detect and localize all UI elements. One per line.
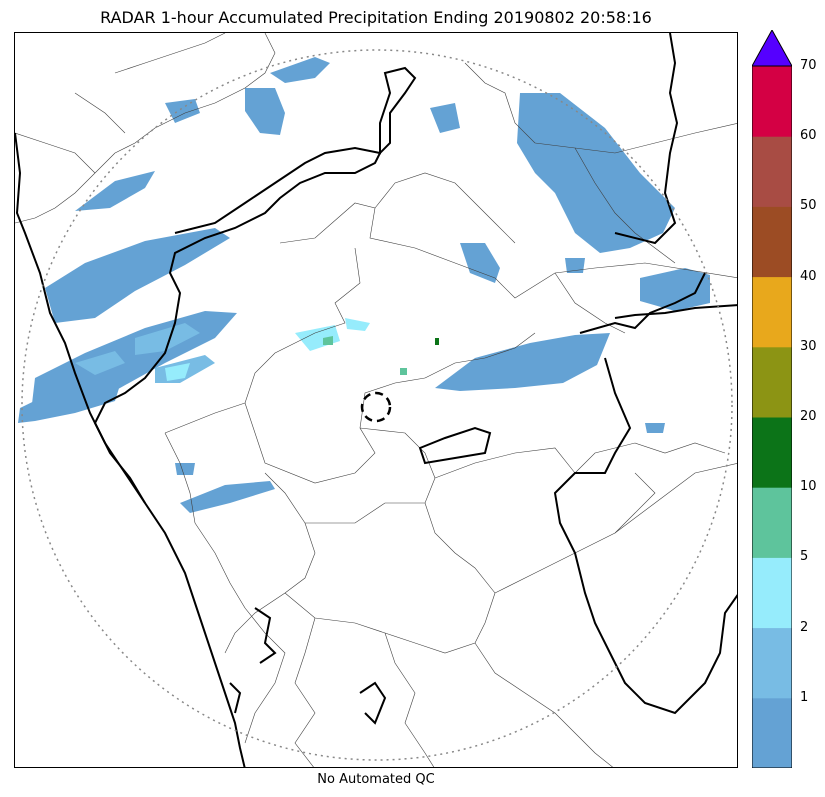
- precipitation-colorbar: [752, 30, 792, 768]
- echo-band-northwest: [75, 171, 155, 211]
- echo-patch-east-1: [460, 243, 500, 283]
- border-island-2: [359, 681, 387, 725]
- border-inner-loop: [418, 426, 492, 465]
- colorbar-extend-arrow: [752, 30, 792, 67]
- radar-map[interactable]: [14, 32, 738, 768]
- colorbar-bin-1: [752, 627, 792, 699]
- radar-site-marker[interactable]: [360, 391, 392, 423]
- radar-map-canvas: [15, 33, 737, 767]
- colorbar-tick-label: 50: [800, 198, 817, 214]
- echo-patch-east-2: [640, 268, 710, 311]
- border-island-1: [254, 607, 277, 664]
- colorbar-tick-label: 2: [800, 619, 809, 635]
- echo-band-east: [435, 333, 610, 391]
- echo-core-west-2: [75, 351, 125, 375]
- colorbar-tick-label: 1: [800, 689, 809, 705]
- border-east: [614, 304, 737, 319]
- echo-cell-2: [400, 368, 407, 375]
- echo-band-northeast: [517, 93, 675, 253]
- echo-patch-south: [175, 463, 195, 475]
- echo-patch-north-1: [270, 57, 330, 83]
- echo-band-west-3: [18, 379, 120, 423]
- colorbar-tick-label: 20: [800, 409, 817, 424]
- colorbar-bin-7: [752, 206, 792, 278]
- colorbar-tick-label: 40: [800, 268, 817, 284]
- echo-scattered-2: [345, 318, 370, 331]
- colorbar-bin-8: [752, 136, 792, 207]
- colorbar-bin-9: [752, 66, 792, 137]
- district-boundaries: [15, 33, 737, 767]
- echo-patch-east-4: [645, 423, 665, 433]
- echo-patch-north-3: [165, 99, 200, 123]
- colorbar-bin-5: [752, 346, 792, 418]
- border-karnataka: [93, 66, 417, 504]
- colorbar-bin-2: [752, 557, 792, 629]
- echo-cell-1: [323, 336, 333, 345]
- colorbar-tick-label: 10: [800, 479, 817, 495]
- colorbar-tick-label: 5: [800, 549, 809, 565]
- border-east-2: [579, 272, 706, 334]
- qc-note: No Automated QC: [317, 772, 435, 787]
- echo-band-west-1: [45, 228, 230, 323]
- coastline-west: [15, 132, 246, 767]
- echo-core-west-4: [165, 363, 190, 381]
- colorbar-bin-0: [752, 697, 792, 768]
- echo-scattered-1: [295, 325, 340, 351]
- border-island-3: [229, 682, 242, 714]
- colorbar-bin-3: [752, 487, 792, 558]
- echo-core-west-1: [135, 323, 200, 355]
- map-title: RADAR 1-hour Accumulated Precipitation E…: [100, 8, 652, 27]
- precipitation-echoes: [18, 57, 710, 513]
- colorbar-bin-6: [752, 276, 792, 348]
- echo-band-south: [180, 481, 275, 513]
- echo-patch-north-2: [245, 88, 285, 135]
- echo-patch-north-4: [430, 103, 460, 133]
- colorbar-bin-4: [752, 417, 792, 488]
- colorbar-tick-label: 60: [800, 128, 817, 144]
- colorbar-tick-label: 30: [800, 338, 817, 354]
- colorbar-bins: [752, 66, 792, 768]
- echo-patch-east-3: [565, 258, 585, 273]
- radar-range-ring: [21, 49, 733, 761]
- echo-cell-3: [435, 338, 439, 345]
- border-tamil-nadu: [553, 357, 737, 715]
- colorbar-tick-label: 70: [800, 58, 817, 73]
- colorbar-frame: [752, 65, 792, 768]
- border-northeast: [614, 33, 679, 245]
- state-boundaries: [15, 33, 737, 767]
